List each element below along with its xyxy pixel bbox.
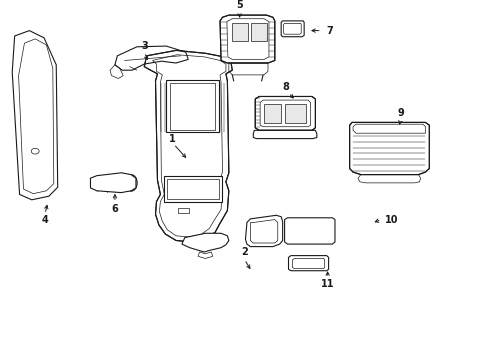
Circle shape [255, 100, 263, 105]
Text: 9: 9 [397, 108, 404, 118]
Polygon shape [182, 233, 228, 252]
Polygon shape [90, 173, 136, 193]
Bar [261, 126, 270, 130]
Text: 4: 4 [41, 215, 48, 225]
Polygon shape [232, 23, 247, 41]
Polygon shape [349, 122, 428, 175]
Polygon shape [288, 256, 328, 271]
Polygon shape [163, 176, 222, 202]
Circle shape [245, 47, 255, 54]
Text: 11: 11 [320, 279, 334, 289]
Text: 10: 10 [384, 215, 397, 225]
Text: 7: 7 [326, 26, 333, 36]
Polygon shape [264, 104, 281, 123]
Polygon shape [166, 80, 219, 132]
Polygon shape [220, 15, 274, 63]
Polygon shape [245, 215, 282, 247]
Text: 3: 3 [141, 41, 147, 51]
Polygon shape [255, 96, 315, 130]
Text: 6: 6 [111, 204, 118, 214]
Polygon shape [251, 23, 266, 41]
Bar [178, 208, 188, 213]
Text: 2: 2 [241, 247, 247, 257]
Text: 5: 5 [236, 0, 243, 10]
Polygon shape [281, 21, 304, 37]
Polygon shape [284, 218, 334, 244]
Text: 1: 1 [168, 134, 175, 144]
Polygon shape [284, 104, 305, 123]
Text: 8: 8 [282, 82, 289, 92]
Polygon shape [144, 50, 232, 242]
Circle shape [287, 25, 297, 32]
